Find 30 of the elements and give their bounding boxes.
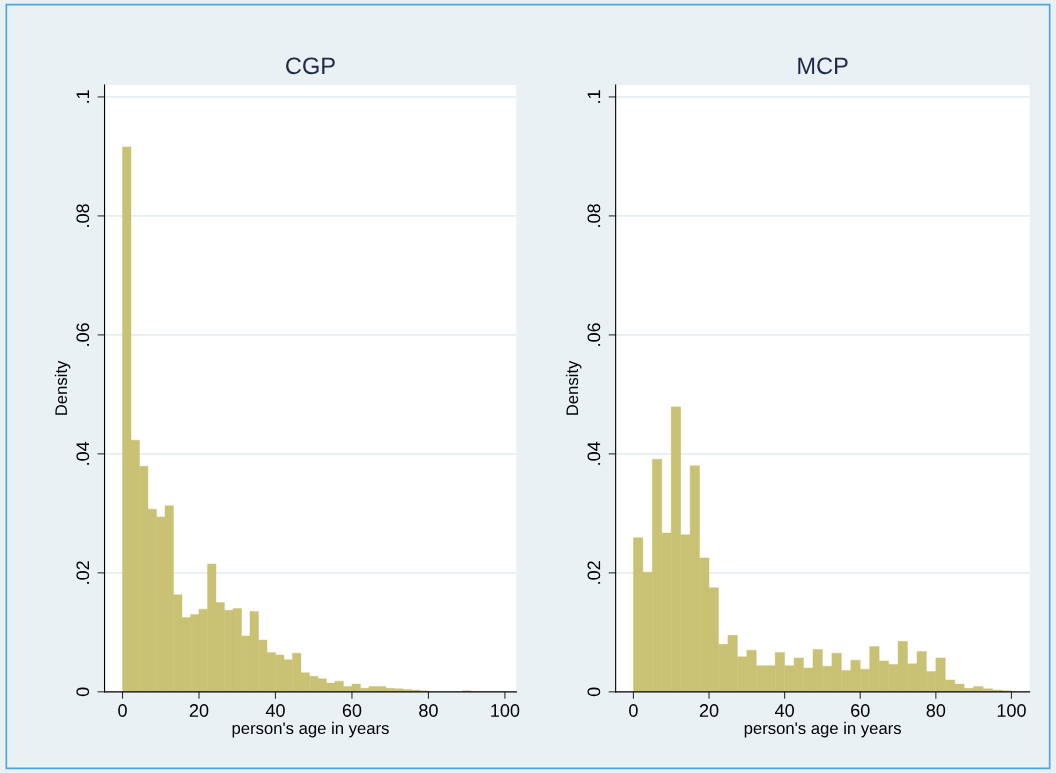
x-tick-label: 40 bbox=[775, 704, 794, 717]
y-tick-label: .04 bbox=[76, 441, 90, 465]
x-tick-label: 0 bbox=[629, 704, 638, 717]
x-tick-label: 40 bbox=[265, 704, 285, 717]
x-tick-label: 0 bbox=[118, 704, 127, 717]
x-axis-title: person's age in years bbox=[744, 721, 901, 738]
x-axis-title: person's age in years bbox=[232, 721, 389, 738]
chart-title: MCP bbox=[798, 57, 848, 75]
y-tick-label: .02 bbox=[76, 561, 90, 584]
x-tick-label: 20 bbox=[699, 704, 719, 717]
x-tick-label: 60 bbox=[342, 704, 362, 717]
y-axis-title: Density bbox=[54, 360, 71, 415]
y-tick-label: 0 bbox=[587, 687, 601, 697]
y-tick-label: .1 bbox=[76, 90, 89, 103]
x-tick-label: 100 bbox=[491, 704, 520, 717]
chart-title: CGP bbox=[286, 57, 335, 75]
y-axis-title: Density bbox=[565, 360, 582, 415]
y-tick-label: .08 bbox=[587, 204, 601, 227]
x-tick-label: 100 bbox=[997, 704, 1026, 717]
y-tick-label: .08 bbox=[76, 204, 90, 227]
y-tick-label: .06 bbox=[587, 323, 601, 346]
x-tick-label: 20 bbox=[189, 704, 209, 717]
y-tick-label: .06 bbox=[76, 323, 90, 346]
y-tick-label: .04 bbox=[587, 441, 601, 465]
x-tick-label: 60 bbox=[851, 704, 870, 717]
y-tick-label: 0 bbox=[76, 687, 90, 697]
x-tick-label: 80 bbox=[419, 704, 438, 717]
x-tick-label: 80 bbox=[926, 704, 946, 717]
y-tick-label: .1 bbox=[587, 90, 601, 103]
y-tick-label: .02 bbox=[587, 561, 601, 584]
